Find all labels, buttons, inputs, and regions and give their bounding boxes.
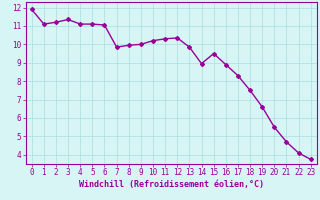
X-axis label: Windchill (Refroidissement éolien,°C): Windchill (Refroidissement éolien,°C) (79, 180, 264, 189)
